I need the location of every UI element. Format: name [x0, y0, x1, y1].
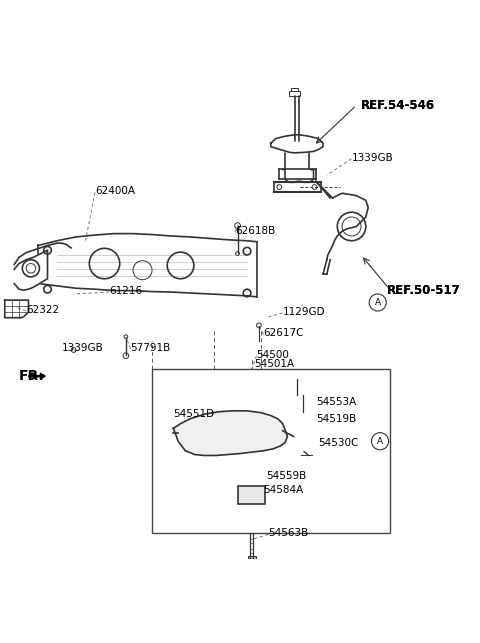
Text: 1339GB: 1339GB	[62, 343, 104, 352]
Text: 54500: 54500	[256, 350, 289, 359]
Circle shape	[218, 417, 247, 446]
Polygon shape	[14, 250, 48, 290]
Text: REF.54-546: REF.54-546	[361, 99, 435, 112]
Text: 61216: 61216	[109, 285, 143, 296]
Polygon shape	[5, 300, 28, 318]
Text: 57791B: 57791B	[131, 343, 171, 352]
Polygon shape	[29, 374, 45, 379]
Text: 1129GD: 1129GD	[283, 307, 325, 317]
Circle shape	[294, 431, 314, 451]
Text: 62322: 62322	[26, 305, 59, 314]
Text: REF.54-546: REF.54-546	[361, 99, 435, 112]
Text: 54551D: 54551D	[173, 409, 215, 419]
Text: 54563B: 54563B	[268, 528, 309, 538]
Bar	[289, 91, 300, 96]
Text: 1339GB: 1339GB	[351, 152, 393, 163]
Circle shape	[245, 488, 259, 502]
Text: 54553A: 54553A	[316, 397, 356, 407]
Circle shape	[372, 433, 389, 449]
Circle shape	[300, 392, 305, 397]
Polygon shape	[173, 411, 288, 455]
Bar	[248, 556, 255, 559]
Text: REF.50-517: REF.50-517	[387, 284, 461, 297]
Circle shape	[369, 294, 386, 311]
Text: 62400A: 62400A	[95, 186, 135, 196]
Circle shape	[159, 424, 178, 442]
Text: 54559B: 54559B	[266, 471, 306, 481]
Circle shape	[248, 472, 255, 480]
Text: A: A	[374, 298, 381, 307]
Text: REF.50-517: REF.50-517	[387, 284, 461, 297]
Text: 62618B: 62618B	[235, 226, 276, 236]
Text: 54519B: 54519B	[316, 414, 356, 424]
Circle shape	[295, 375, 300, 380]
Text: 62617C: 62617C	[264, 329, 304, 338]
Bar	[239, 486, 265, 504]
Text: A: A	[377, 437, 383, 446]
Text: 54584A: 54584A	[264, 485, 304, 495]
Bar	[291, 88, 299, 91]
Text: FR.: FR.	[19, 369, 45, 383]
Text: 54530C: 54530C	[318, 438, 359, 448]
Text: 54501A: 54501A	[254, 359, 294, 369]
Bar	[152, 369, 390, 533]
